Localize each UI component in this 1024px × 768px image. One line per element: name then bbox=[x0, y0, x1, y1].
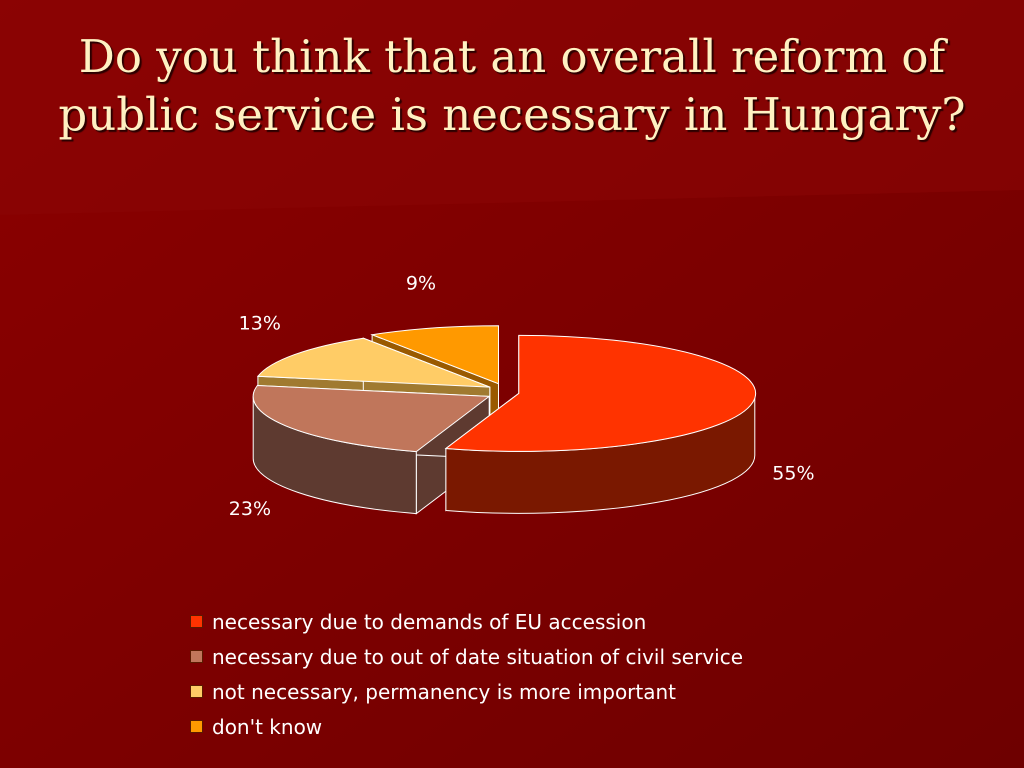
legend-label: don't know bbox=[212, 714, 323, 739]
legend-swatch bbox=[190, 615, 203, 628]
chart-legend: necessary due to demands of EU accession… bbox=[190, 604, 743, 744]
pie-slice bbox=[444, 334, 757, 452]
pie-data-label: 13% bbox=[239, 312, 281, 334]
legend-label: not necessary, permanency is more import… bbox=[212, 679, 677, 704]
pie-slice bbox=[370, 325, 499, 385]
pie-data-label: 55% bbox=[772, 463, 814, 485]
pie-slice bbox=[256, 337, 490, 388]
slide-title: Do you think that an overall reform of p… bbox=[58, 30, 966, 141]
pie-data-label: 23% bbox=[229, 498, 271, 520]
pie-slice bbox=[252, 384, 491, 453]
legend-label: necessary due to out of date situation o… bbox=[212, 644, 744, 669]
legend-item: not necessary, permanency is more import… bbox=[190, 674, 743, 709]
legend-swatch bbox=[190, 720, 203, 733]
legend-item: don't know bbox=[190, 709, 743, 744]
legend-swatch bbox=[190, 685, 203, 698]
pie-data-label: 9% bbox=[406, 272, 436, 294]
legend-swatch bbox=[190, 650, 203, 663]
legend-item: necessary due to demands of EU accession bbox=[190, 604, 743, 639]
legend-item: necessary due to out of date situation o… bbox=[190, 639, 743, 674]
legend-label: necessary due to demands of EU accession bbox=[212, 609, 647, 634]
